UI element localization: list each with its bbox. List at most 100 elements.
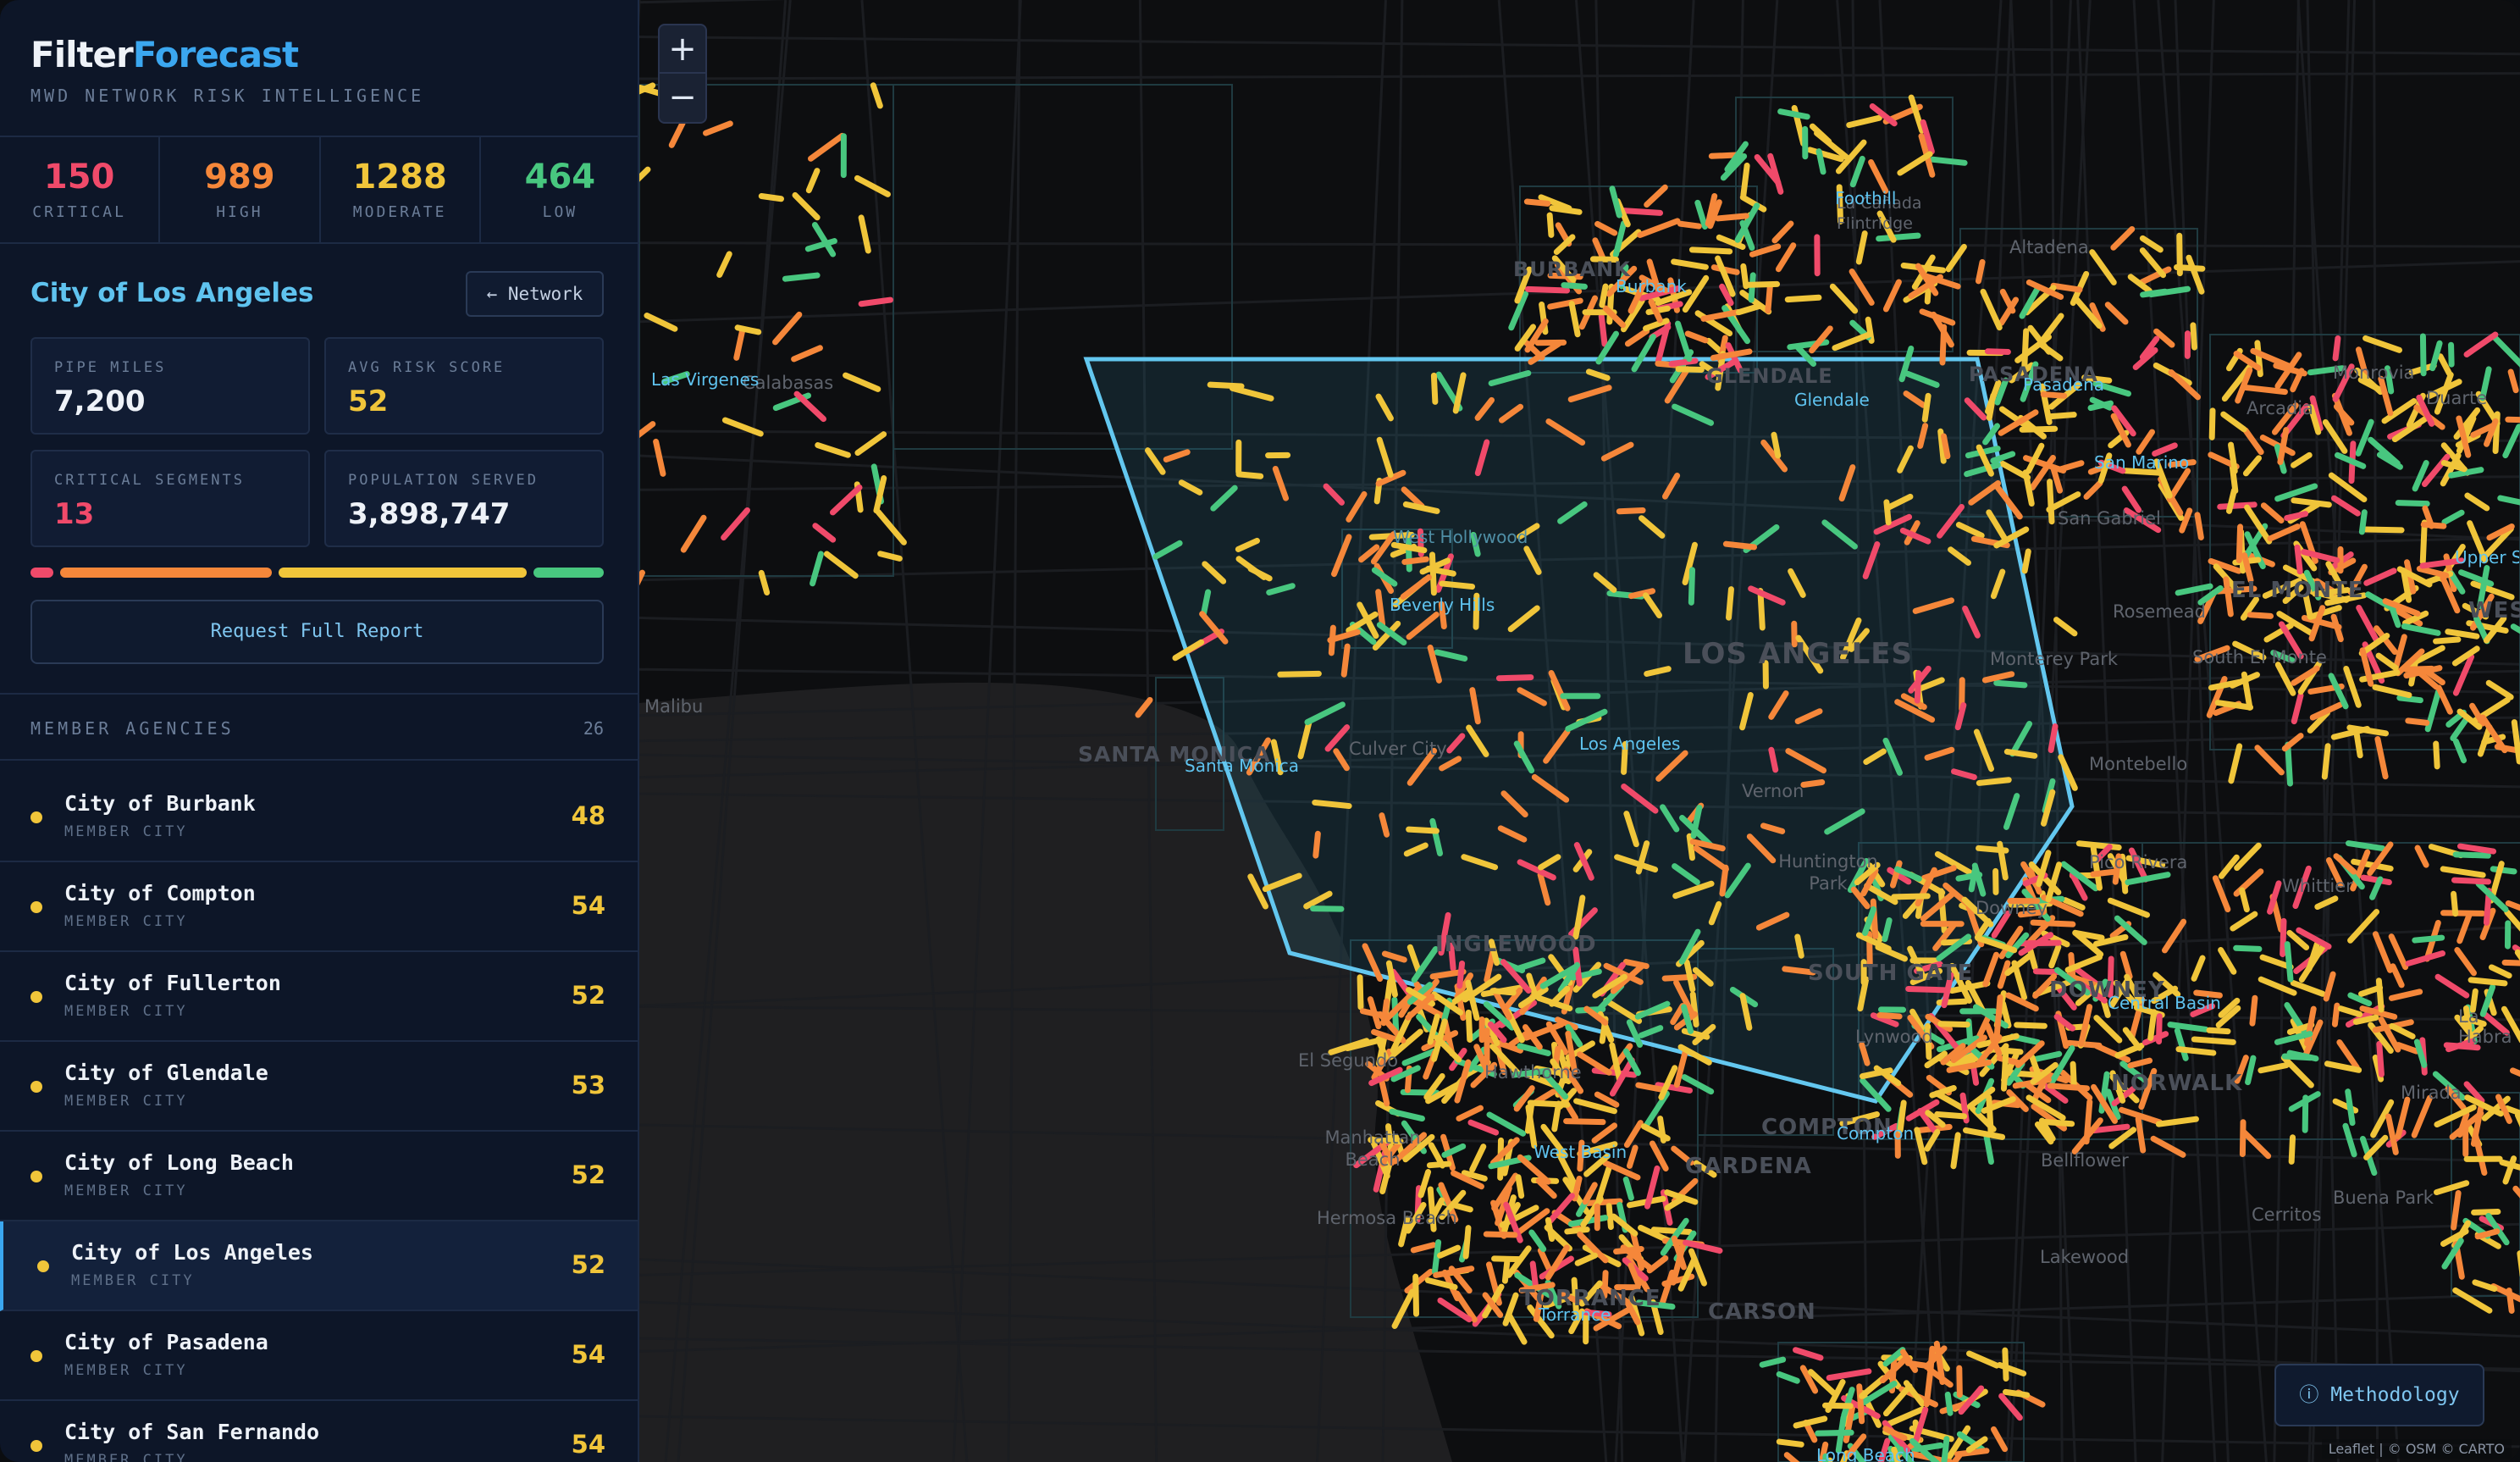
pipe-segment [2509, 1067, 2520, 1077]
road [2009, 0, 2077, 1462]
population-label: POPULATION SERVED [348, 472, 539, 489]
pipe-segment [1639, 285, 1682, 302]
pipe-segment [2218, 947, 2237, 975]
zoom-in-button[interactable]: + [660, 25, 705, 74]
pipe-segment [1489, 988, 1517, 996]
pipe-segment [1589, 256, 1619, 263]
pipe-segment [1664, 366, 1691, 404]
pipe-segment [2479, 525, 2514, 562]
pipe-segment [1525, 1104, 1538, 1149]
pipe-segment [2058, 754, 2078, 791]
pipe-segment [2412, 460, 2429, 492]
pipe-segment [2053, 1013, 2076, 1032]
place-label: Bellflower [2041, 1150, 2129, 1171]
pipe-segment [1563, 1066, 1584, 1094]
pipe-segment [2501, 1005, 2520, 1044]
back-to-network-button[interactable]: ← Network [466, 271, 604, 317]
pipe-segment [2342, 1122, 2357, 1158]
pipe-segment [1533, 1290, 1545, 1322]
pipe-segment [1247, 873, 1269, 910]
pipe-segment [1379, 1156, 1394, 1195]
risk-map[interactable]: + − LOS ANGELES GLENDALE PASADENA INGLEW… [639, 0, 2520, 1462]
pipe-segment [1948, 546, 1972, 566]
pipe-segment [1367, 996, 1382, 1030]
pipe-segment [1582, 1182, 1598, 1205]
pipe-segment [2218, 854, 2240, 879]
member-item-glendale[interactable]: City of Glendale MEMBER CITY 53 [0, 1042, 638, 1132]
pipe-segment [1528, 1229, 1547, 1253]
zoom-out-button[interactable]: − [668, 78, 697, 117]
pipe-segment [2242, 455, 2262, 477]
road [639, 1258, 2520, 1338]
pipe-segment [1644, 184, 1668, 208]
pipe-segment [1693, 1160, 1717, 1178]
pipe-segment [2291, 451, 2313, 468]
pipe-segment [2017, 909, 2047, 918]
map-canvas[interactable] [639, 0, 2520, 1462]
pipe-segment [734, 324, 762, 335]
pipe-segment [2128, 847, 2149, 883]
pipe-segment [1461, 854, 1499, 871]
methodology-button[interactable]: ⓘ Methodology [2274, 1364, 2484, 1426]
pipe-segment [1567, 385, 1612, 403]
pipe-segment [1681, 1074, 1715, 1095]
city-label: Los Angeles [1579, 734, 1681, 754]
pipe-segments [639, 82, 2520, 1462]
member-item-compton[interactable]: City of Compton MEMBER CITY 54 [0, 862, 638, 952]
member-item-san-fernando[interactable]: City of San Fernando MEMBER CITY 54 [0, 1401, 638, 1462]
pipe-segment [1993, 679, 2028, 689]
pipe-segment [2027, 324, 2053, 355]
member-item-burbank[interactable]: City of Burbank MEMBER CITY 48 [0, 773, 638, 862]
pipe-segment [2304, 1005, 2317, 1047]
pipe-segment [2512, 1185, 2520, 1199]
member-item-los-angeles[interactable]: City of Los Angeles MEMBER CITY 52 [0, 1221, 638, 1311]
request-report-button[interactable]: Request Full Report [30, 600, 604, 664]
road [2009, 0, 2092, 1462]
pipe-segment [2009, 362, 2035, 384]
member-item-pasadena[interactable]: City of Pasadena MEMBER CITY 54 [0, 1311, 638, 1401]
pipe-segment [1940, 1043, 1966, 1066]
pipe-segment [1200, 589, 1212, 618]
selected-agency-boundary[interactable] [1083, 357, 2075, 1104]
pipe-segment [2322, 418, 2348, 454]
pipe-segment [1739, 993, 1753, 1031]
pipe-segment [1955, 522, 1985, 539]
pipe-segment [2167, 1022, 2209, 1033]
pipe-segment [1439, 1189, 1467, 1221]
pipe-segment [1841, 1387, 1855, 1419]
pipe-segment [1882, 737, 1904, 776]
pipe-segment [2235, 367, 2253, 404]
pipe-segment [2245, 1055, 2257, 1086]
pipe-segment [1427, 645, 1442, 684]
pipe-segment [2504, 1105, 2520, 1116]
road [2161, 0, 2215, 1462]
pipe-segment [1708, 900, 1722, 926]
pipe-segment [1582, 1309, 1612, 1318]
pipe-segment [1454, 1059, 1472, 1104]
pipe-segment [661, 371, 690, 385]
pipe-segment [2440, 866, 2486, 878]
place-label: Cerritos [2252, 1204, 2322, 1225]
pipe-segment [1623, 1120, 1644, 1149]
member-item-long-beach[interactable]: City of Long Beach MEMBER CITY 52 [0, 1132, 638, 1221]
pipe-segment [2387, 601, 2401, 629]
pipe-segment [1887, 867, 1912, 885]
road [639, 429, 2520, 442]
pipe-segment [1583, 1005, 1609, 1026]
pipe-segment [1672, 403, 1715, 426]
pipe-segment [2108, 1127, 2137, 1149]
pipe-segment [1671, 1235, 1687, 1271]
pipe-segment [1917, 1108, 1938, 1134]
road [639, 1300, 2520, 1373]
basemap-label: EL MONTE [2231, 578, 2364, 603]
pipe-segment [1990, 451, 2016, 464]
member-item-fullerton[interactable]: City of Fullerton MEMBER CITY 52 [0, 952, 638, 1042]
pipe-segment [2381, 398, 2418, 424]
pipe-segment [2452, 653, 2475, 696]
pipe-segment [2507, 368, 2519, 394]
pipe-segment [2337, 1005, 2363, 1018]
pipe-segment [1981, 671, 2015, 684]
pipe-segment [2434, 371, 2454, 415]
pipe-segment [2045, 861, 2063, 903]
pipe-segment [1312, 799, 1352, 810]
